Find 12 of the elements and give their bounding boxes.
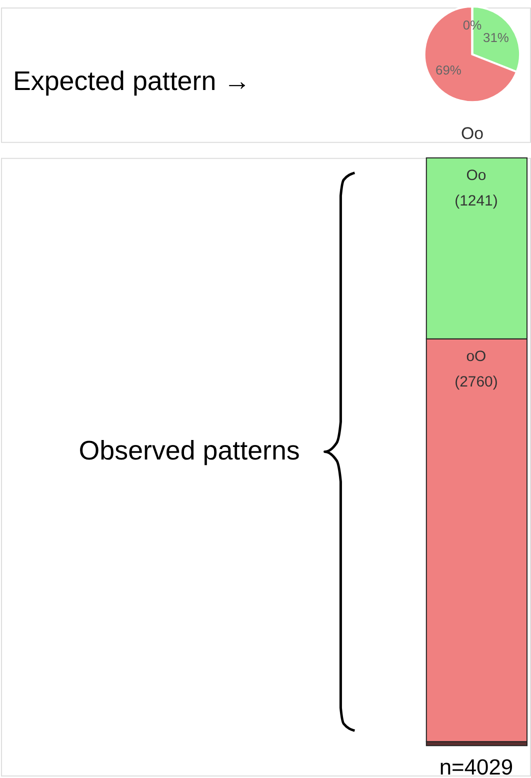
data-label: (2760) [454, 374, 498, 391]
series-label: Oo [466, 166, 486, 184]
pie-slice [423, 5, 518, 104]
text: Expected pattern → [12, 66, 250, 96]
text: Observed patterns [78, 436, 300, 466]
data-label: 31% [483, 30, 510, 46]
text: 0% [462, 18, 482, 33]
data-label: (1241) [454, 192, 498, 210]
text: Oo [460, 124, 484, 143]
x-axis-title: n=4029 [439, 754, 514, 778]
data-label: 69% [436, 62, 462, 78]
series-label: oO [466, 348, 486, 365]
